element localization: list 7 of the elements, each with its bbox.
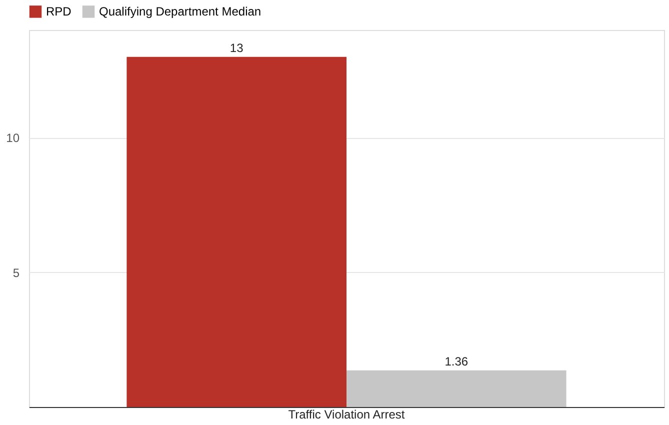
legend-label: RPD — [46, 4, 72, 19]
data-label: 13 — [230, 40, 244, 55]
legend-label: Qualifying Department Median — [99, 4, 262, 19]
data-label: 1.36 — [444, 354, 468, 368]
x-tick-label: Traffic Violation Arrest — [288, 408, 406, 422]
y-tick-label: 10 — [6, 131, 20, 146]
y-tick-label: 5 — [12, 266, 20, 280]
